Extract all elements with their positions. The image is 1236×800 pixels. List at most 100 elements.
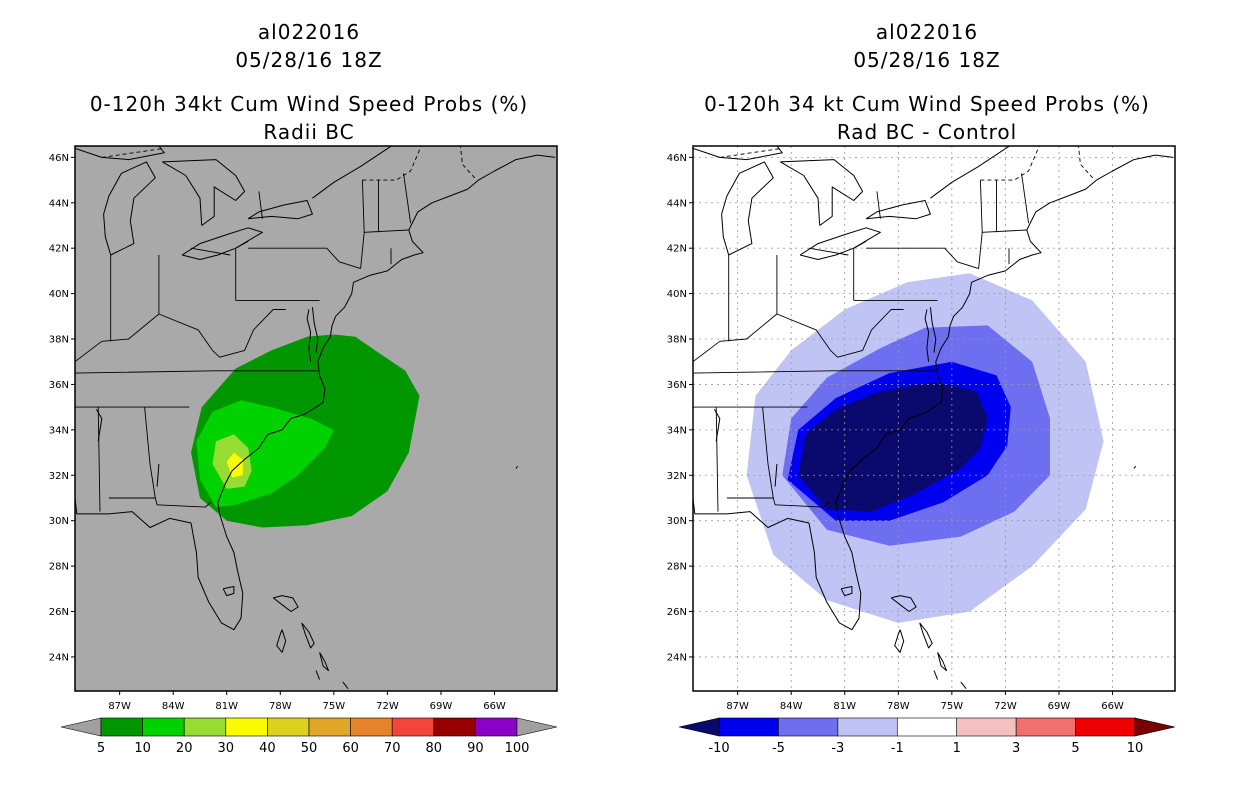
colorbar-swatch-4 bbox=[267, 717, 310, 737]
x-tick-label: 81W bbox=[833, 701, 856, 712]
colorbar-label: 100 bbox=[505, 741, 530, 756]
y-tick-label: 40N bbox=[49, 289, 69, 300]
x-tick-label: 72W bbox=[994, 701, 1017, 712]
state-border-5 bbox=[75, 309, 286, 363]
island-2 bbox=[919, 622, 933, 649]
y-tick-label: 32N bbox=[49, 471, 69, 482]
x-tick-label: 78W bbox=[269, 701, 292, 712]
island-5 bbox=[960, 681, 967, 690]
state-border-13 bbox=[982, 229, 1027, 233]
plot-frame bbox=[692, 145, 1176, 692]
x-tick-label: 69W bbox=[430, 701, 453, 712]
state-border-2 bbox=[726, 497, 829, 508]
right-panel: al022016 05/28/16 18Z 0-120h 34 kt Cum W… bbox=[618, 0, 1236, 800]
y-tick-label: 24N bbox=[49, 652, 69, 663]
island-4 bbox=[315, 670, 321, 680]
chart-subtitle: Radii BC bbox=[263, 120, 355, 144]
colorbar-swatch-9 bbox=[475, 717, 518, 737]
colorbar-label: 10 bbox=[1127, 741, 1144, 756]
inland-lake-2 bbox=[156, 463, 160, 487]
state-border-16 bbox=[876, 191, 881, 219]
state-border-8 bbox=[853, 241, 867, 301]
colorbar-swatch-8 bbox=[433, 717, 476, 737]
colorbar-arrow-low bbox=[678, 717, 720, 737]
inland-lake-1 bbox=[713, 409, 721, 442]
bay-coastline bbox=[924, 309, 930, 362]
wind-prob-map-right: 24N 26N 28N 30N 32N 34N 36N 38N 40N 42N 44N 46N 87W 8… bbox=[667, 145, 1176, 756]
x-tick-label: 84W bbox=[780, 701, 803, 712]
great-lake-3 bbox=[247, 200, 313, 220]
state-border-4 bbox=[693, 370, 936, 374]
river-line bbox=[930, 146, 1011, 199]
island-0 bbox=[272, 595, 299, 612]
state-border-1 bbox=[762, 407, 774, 499]
great-lake-3 bbox=[865, 200, 931, 220]
y-tick-label: 44N bbox=[49, 198, 69, 209]
x-tick-label: 72W bbox=[376, 701, 399, 712]
great-lake-1 bbox=[181, 227, 263, 260]
state-border-16 bbox=[258, 191, 263, 219]
great-lake-4 bbox=[693, 146, 783, 161]
great-lake-0 bbox=[103, 161, 156, 256]
colorbar-swatch-3 bbox=[896, 717, 958, 737]
island-1 bbox=[894, 629, 905, 653]
atlantic-coastline bbox=[190, 154, 556, 631]
colorbar-label: 5 bbox=[97, 741, 105, 756]
y-tick-label: 26N bbox=[49, 607, 69, 618]
plot-frame bbox=[74, 145, 558, 692]
y-tick-label: 32N bbox=[667, 471, 687, 482]
y-tick-label: 40N bbox=[667, 289, 687, 300]
y-tick-label: 34N bbox=[49, 425, 69, 436]
datetime: 05/28/16 18Z bbox=[235, 48, 383, 72]
state-border-2 bbox=[108, 497, 211, 508]
storm-id: al022016 bbox=[875, 20, 979, 44]
x-tick-label: 87W bbox=[726, 701, 749, 712]
storm-id: al022016 bbox=[257, 20, 361, 44]
y-tick-label: 42N bbox=[49, 244, 69, 255]
y-tick-label: 38N bbox=[667, 335, 687, 346]
island-3 bbox=[937, 652, 947, 672]
chart-title: 0-120h 34kt Cum Wind Speed Probs (%) bbox=[89, 92, 529, 116]
prob-region-3 bbox=[226, 452, 243, 478]
colorbar-swatch-0 bbox=[718, 717, 779, 737]
x-tick-label: 84W bbox=[162, 701, 185, 712]
island-4 bbox=[933, 670, 939, 680]
great-lake-2 bbox=[780, 159, 864, 226]
y-tick-label: 46N bbox=[49, 153, 69, 164]
island-0 bbox=[890, 595, 917, 612]
y-tick-label: 30N bbox=[667, 516, 687, 527]
island-6 bbox=[1133, 465, 1137, 469]
y-tick-label: 30N bbox=[49, 516, 69, 527]
state-border-10 bbox=[248, 247, 361, 270]
state-border-1 bbox=[144, 407, 156, 499]
y-tick-label: 24N bbox=[667, 652, 687, 663]
colorbar-swatch-1 bbox=[778, 717, 839, 737]
state-border-5 bbox=[693, 309, 904, 363]
colorbar-label: -10 bbox=[708, 741, 729, 756]
state-border-13 bbox=[364, 229, 409, 233]
gulf-coastline bbox=[693, 497, 810, 528]
colorbar-label: 20 bbox=[176, 741, 193, 756]
state-border-15 bbox=[403, 173, 412, 224]
x-tick-label: 66W bbox=[1101, 701, 1124, 712]
national-border-1 bbox=[101, 147, 165, 158]
y-tick-label: 34N bbox=[667, 425, 687, 436]
colorbar-label: -5 bbox=[772, 741, 785, 756]
river-line bbox=[312, 146, 393, 199]
state-border-0 bbox=[97, 407, 101, 512]
colorbar-swatch-0 bbox=[100, 717, 143, 737]
colorbar-label: 80 bbox=[426, 741, 443, 756]
colorbar-swatch-7 bbox=[391, 717, 435, 737]
colorbar-label: 10 bbox=[134, 741, 151, 756]
colorbar-swatch-2 bbox=[183, 717, 227, 737]
y-tick-label: 28N bbox=[49, 562, 69, 573]
x-tick-label: 75W bbox=[323, 701, 346, 712]
x-tick-label: 66W bbox=[483, 701, 506, 712]
colorbar-arrow-high bbox=[1134, 717, 1176, 737]
bay-coastline bbox=[311, 307, 319, 353]
colorbar-swatch-5 bbox=[1015, 717, 1076, 737]
colorbar-label: -1 bbox=[891, 741, 904, 756]
national-border-0 bbox=[980, 146, 1096, 181]
state-border-0 bbox=[715, 407, 719, 512]
colorbar-label: 5 bbox=[1071, 741, 1079, 756]
